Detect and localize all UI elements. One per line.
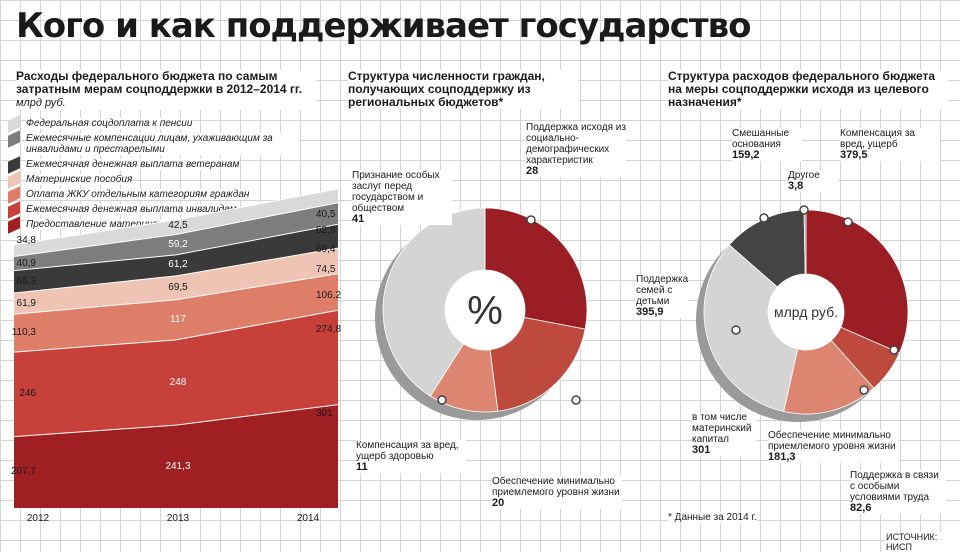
legend-item-3: Материнские пособия — [8, 171, 298, 189]
legend-label-5: Ежемесячные компенсации лицам, ухаживающ… — [26, 133, 298, 155]
area-label-2012-6: 34,8 — [16, 234, 36, 246]
donut2-marker-2 — [859, 385, 869, 395]
donut1-hole — [445, 270, 525, 350]
footnote: * Данные за 2014 г. — [668, 512, 757, 523]
donut2-chart: млрд руб. — [696, 205, 909, 422]
donut1-marker-1 — [571, 395, 581, 405]
area-label-2013-4: 61,2 — [168, 259, 188, 271]
area-chart-title: Расходы федерального бюджета по самым за… — [16, 70, 316, 110]
area-boundary-2 — [13, 309, 339, 353]
area-band-0 — [14, 404, 338, 508]
area-label-2012-2: 110,3 — [11, 327, 36, 339]
donut2-marker-0 — [843, 217, 853, 227]
source-note: ИСТОЧНИК: НИСП — [886, 532, 960, 552]
area-label-2012-5: 40,9 — [16, 257, 36, 269]
area-boundary-5 — [13, 223, 339, 272]
area-label-2014-1: 274,8 — [316, 324, 342, 335]
area-band-3 — [14, 248, 338, 315]
donut2-center-label: млрд руб. — [774, 304, 838, 320]
legend-item-6: Федеральная соцдоплата к пенсии — [8, 115, 298, 133]
donut2-label-3: Поддержка семей с детьми 395,9 — [636, 274, 689, 318]
area-chart-plot: 2012 2013 2014 — [13, 188, 339, 524]
legend-label-6: Федеральная соцдоплата к пенсии — [26, 118, 193, 129]
donut2-sub-note: в том числе материнский капитал 301 — [692, 412, 756, 456]
area-label-2014-2: 106,2 — [316, 290, 342, 301]
area-label-2014-5: 62,9 — [316, 225, 336, 236]
donut2-label-4: Смешанные основания 159,2 — [732, 128, 802, 161]
area-label-2014-0: 301 — [316, 408, 333, 419]
area-boundary-4 — [13, 247, 339, 294]
area-boundary-7 — [13, 188, 339, 246]
legend-item-4: Ежемесячная денежная выплата ветеранам — [8, 156, 298, 174]
legend-item-2: Оплата ЖКУ отдельным категориям граждан — [8, 186, 298, 204]
donut2-marker-4 — [759, 213, 769, 223]
donut1-chart: % — [375, 207, 588, 420]
area-label-2013-5: 59,2 — [168, 238, 188, 250]
donut2-hole — [768, 274, 844, 350]
area-label-2013-0: 241,3 — [165, 460, 191, 472]
x-tick-2012: 2012 — [27, 513, 50, 524]
area-label-2013-2: 117 — [170, 313, 186, 325]
donut2-label-5: Другое 3,8 — [788, 170, 838, 192]
donut2-marker-5 — [799, 205, 809, 215]
area-boundary-3 — [13, 273, 339, 315]
area-label-2013-6: 42,5 — [168, 219, 188, 231]
area-legend: Федеральная соцдоплата к пенсии Ежемесячн… — [8, 115, 298, 234]
donut2-label-2: Обеспечение минимально приемлемого уровн… — [768, 430, 898, 463]
area-label-2012-4: 65,3 — [16, 275, 36, 287]
legend-item-5: Ежемесячные компенсации лицам, ухаживающ… — [8, 130, 298, 157]
legend-label-4: Ежемесячная денежная выплата ветеранам — [26, 159, 240, 170]
area-band-1 — [14, 310, 338, 437]
legend-item-1: Ежемесячная денежная выплата инвалидам — [8, 201, 298, 219]
area-boundary-1 — [13, 404, 339, 438]
donut1-center-label: % — [467, 289, 503, 333]
area-band-5 — [14, 202, 338, 271]
area-label-2012-0: 207,7 — [10, 466, 36, 478]
donut2-marker-1 — [889, 345, 899, 355]
donut1-marker-2 — [437, 395, 447, 405]
donut1-marker-0 — [526, 215, 536, 225]
area-label-2012-1: 246 — [19, 388, 36, 400]
page-title: Кого и как поддерживает государство — [16, 6, 751, 46]
area-label-2012-3: 61,9 — [16, 297, 36, 309]
legend-label-2: Оплата ЖКУ отдельным категориям граждан — [26, 189, 250, 200]
donut1-title: Структура численности граждан, получающи… — [348, 70, 578, 109]
area-band-6 — [14, 188, 338, 257]
legend-label-3: Материнские пособия — [26, 174, 133, 185]
donut1-label-0: Поддержка исходя из социально-демографич… — [526, 122, 626, 177]
area-label-2013-1: 248 — [169, 376, 187, 388]
donut1-label-1: Обеспечение минимально приемлемого уровн… — [492, 476, 622, 509]
area-label-2014-4: 69,4 — [316, 244, 336, 255]
donut1-label-2: Компенсация за вред, ущерб здоровью 11 — [356, 440, 466, 473]
donut2-label-0: Компенсация за вред, ущерб 379,5 — [840, 128, 940, 161]
legend-label-1: Ежемесячная денежная выплата инвалидам — [26, 204, 237, 215]
area-band-2 — [14, 273, 338, 353]
area-chart-unit: млрд руб. — [16, 97, 66, 109]
x-tick-2014: 2014 — [297, 513, 320, 524]
donut2-label-1: Поддержка в связи с особыми условиями тр… — [850, 470, 946, 514]
donut1-label-3: Признание особых заслуг перед государств… — [352, 170, 452, 225]
area-label-2014-3: 74,5 — [316, 264, 336, 275]
area-band-4 — [14, 224, 338, 294]
area-label-2014-6: 40,5 — [316, 209, 336, 220]
area-boundary-6 — [13, 202, 339, 258]
donut2-title: Структура расходов федерального бюджета … — [668, 70, 948, 109]
area-label-2013-3: 69,5 — [168, 281, 188, 293]
x-tick-2013: 2013 — [167, 513, 190, 524]
donut2-marker-3 — [731, 325, 741, 335]
